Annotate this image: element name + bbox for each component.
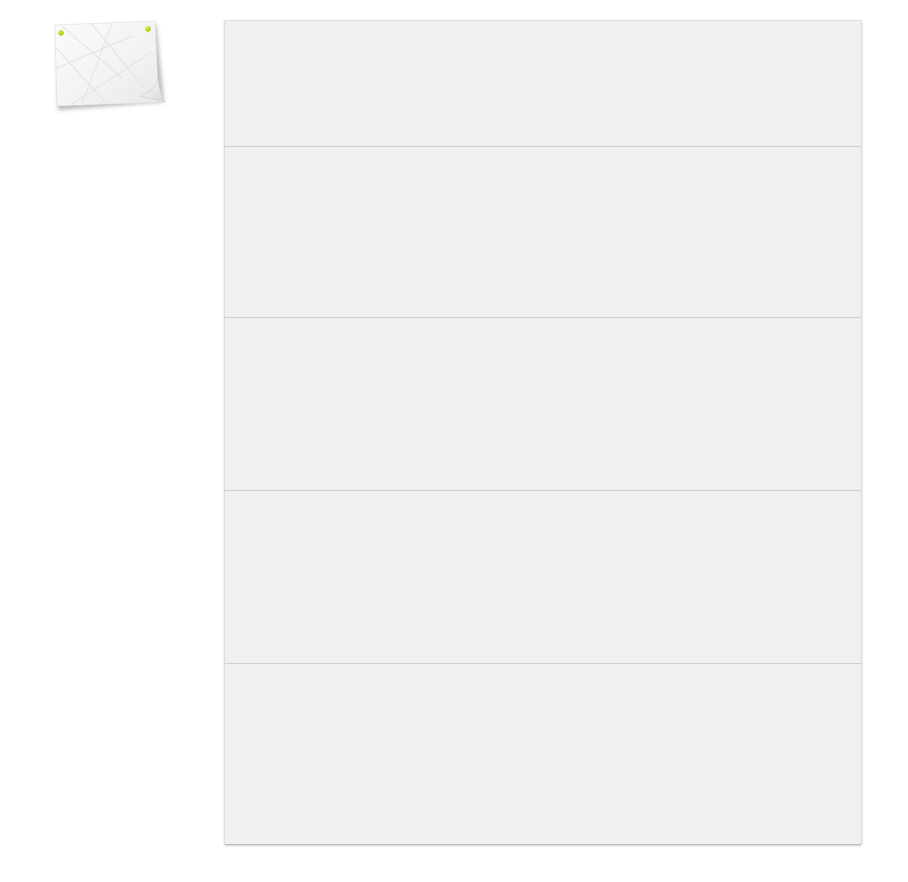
list-item[interactable] [225, 21, 861, 147]
pin-right-icon [145, 26, 151, 32]
pin-left-icon [58, 30, 64, 36]
pinned-note[interactable] [52, 18, 170, 114]
list-item[interactable] [225, 664, 861, 844]
list-item[interactable] [225, 318, 861, 491]
list-item[interactable] [225, 491, 861, 664]
list-item[interactable] [225, 147, 861, 318]
content-panel [224, 20, 862, 845]
pinned-note-icon [54, 20, 166, 110]
